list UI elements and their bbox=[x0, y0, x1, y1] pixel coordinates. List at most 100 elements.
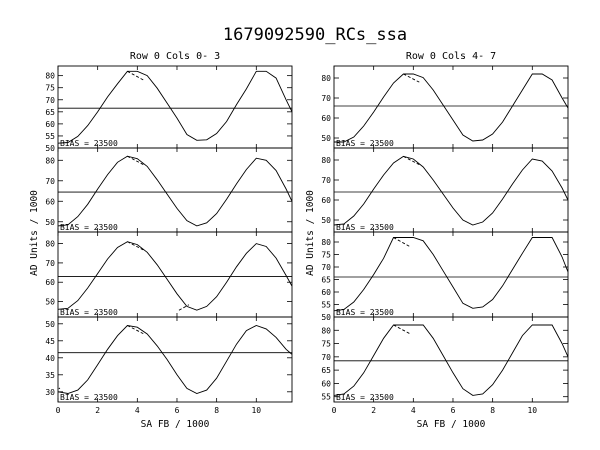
panel-r2c0-ytick-label: 50 bbox=[45, 298, 55, 307]
panel-r2c0-fit-trough bbox=[178, 304, 190, 311]
panel-r1c1-ytick-label: 60 bbox=[321, 196, 331, 205]
panel-r0c1-ytick-label: 80 bbox=[321, 74, 331, 83]
panel-r2c0-frame bbox=[57, 231, 293, 318]
panel-r3c1-ytick-label: 65 bbox=[321, 366, 331, 375]
panel-r0c1-ytick-label: 70 bbox=[321, 94, 331, 103]
panel-r2c0-ytick-label: 60 bbox=[45, 278, 55, 287]
panel-r0c1-ytick-label: 60 bbox=[321, 114, 331, 123]
panel-r3c0-ytick-label: 30 bbox=[45, 388, 55, 397]
panel-r3c1-ytick-label: 75 bbox=[321, 340, 331, 349]
panel-r1c1-fit-peak bbox=[403, 156, 420, 166]
panel-r1c1: 50 60 70 80 BIAS = 23500 bbox=[321, 147, 569, 233]
panel-r1c0-ytick-label: 70 bbox=[45, 177, 55, 186]
panel-r3c1-xtick-label: 8 bbox=[490, 406, 495, 415]
panel-r1c1-series-line bbox=[334, 155, 568, 226]
panel-r3c0-series-line bbox=[58, 325, 292, 394]
panel-r3c1-series-line bbox=[334, 324, 568, 396]
panel-r0c0-ytick-label: 50 bbox=[45, 144, 55, 153]
panel-r3c0: 30 35 40 45 50 0 2 4 6 8 10 BIAS = 23500 bbox=[45, 316, 293, 415]
panel-r0c0-ytick-label: 65 bbox=[45, 108, 55, 117]
y-axis-label-right: AD Units / 1000 bbox=[305, 190, 316, 276]
panel-r0c1-fit-peak bbox=[403, 73, 420, 83]
panel-r1c0-ytick-label: 50 bbox=[45, 218, 55, 227]
panel-r2c0-ytick-label: 80 bbox=[45, 240, 55, 249]
panel-r2c1-ytick-label: 60 bbox=[321, 288, 331, 297]
panel-r3c0-xtick-label: 6 bbox=[175, 406, 180, 415]
panel-r2c0-series-line bbox=[58, 241, 292, 311]
panel-r3c0-bias-label: BIAS = 23500 bbox=[60, 393, 118, 402]
panel-r1c0-bias-label: BIAS = 23500 bbox=[60, 223, 118, 232]
panel-r0c1-series-line bbox=[334, 73, 568, 143]
panel-r3c1-xtick-label: 0 bbox=[332, 406, 337, 415]
panel-r3c0-ytick-label: 35 bbox=[45, 371, 55, 380]
panel-r0c0-ytick-label: 60 bbox=[45, 120, 55, 129]
panel-r3c0-ytick-label: 40 bbox=[45, 354, 55, 363]
panel-r1c1-ytick-label: 50 bbox=[321, 216, 331, 225]
x-axis-label-right: SA FB / 1000 bbox=[417, 419, 486, 430]
panel-r2c1-ytick-label: 80 bbox=[321, 238, 331, 247]
panel-r0c0-frame bbox=[57, 65, 293, 149]
panel-r3c0-ytick-label: 50 bbox=[45, 320, 55, 329]
panel-r1c0-ytick-label: 80 bbox=[45, 156, 55, 165]
panel-r2c0: 50 60 70 80 BIAS = 23500 bbox=[45, 231, 293, 318]
panel-r1c1-frame bbox=[333, 147, 569, 233]
panel-r0c0-ytick-label: 80 bbox=[45, 72, 55, 81]
panel-r3c1: 55 60 65 70 75 80 0 2 4 6 8 10 BIAS = 23500 bbox=[321, 316, 569, 415]
panel-r1c0-fit-peak bbox=[127, 155, 144, 165]
panel-r2c1-fit-peak bbox=[393, 237, 410, 247]
panel-r2c1-ytick-label: 55 bbox=[321, 301, 331, 310]
panel-r1c0-series-line bbox=[58, 155, 292, 227]
panel-r0c1-ytick-label: 50 bbox=[321, 134, 331, 143]
panel-r3c1-xtick-label: 4 bbox=[411, 406, 416, 415]
panel-r3c0-xtick-label: 10 bbox=[251, 406, 261, 415]
panel-r0c0-series-line bbox=[58, 70, 292, 144]
panel-r2c1-frame bbox=[333, 231, 569, 318]
panel-r2c1-ytick-label: 70 bbox=[321, 263, 331, 272]
panel-r3c0-xtick-label: 2 bbox=[95, 406, 100, 415]
panel-r3c1-frame bbox=[333, 316, 569, 403]
panel-r1c0: 50 60 70 80 BIAS = 23500 bbox=[45, 147, 293, 233]
panel-r3c0-frame bbox=[57, 316, 293, 403]
panel-r0c0-ytick-label: 55 bbox=[45, 132, 55, 141]
panel-r1c1-bias-label: BIAS = 23500 bbox=[336, 223, 394, 232]
figure-title: 1679092590_RCs_ssa bbox=[223, 25, 407, 45]
column-title-left: Row 0 Cols 0- 3 bbox=[130, 51, 220, 62]
panel-r0c1: 50 60 70 80 BIAS = 23500 bbox=[321, 65, 569, 149]
panel-r2c1-bias-label: BIAS = 23500 bbox=[336, 308, 394, 317]
panel-r1c0-frame bbox=[57, 147, 293, 233]
panel-r3c1-xtick-label: 6 bbox=[451, 406, 456, 415]
panel-r3c1-fit-peak bbox=[393, 324, 410, 334]
panel-r3c1-ytick-label: 80 bbox=[321, 326, 331, 335]
column-title-right: Row 0 Cols 4- 7 bbox=[406, 51, 496, 62]
panel-r3c1-ytick-label: 70 bbox=[321, 353, 331, 362]
panel-r0c0-ytick-label: 70 bbox=[45, 96, 55, 105]
panel-r3c0-fit-peak bbox=[127, 325, 144, 335]
panel-r1c1-ytick-label: 80 bbox=[321, 156, 331, 165]
panel-r2c1-ytick-label: 65 bbox=[321, 276, 331, 285]
panel-r3c0-xtick-label: 0 bbox=[56, 406, 61, 415]
panel-r2c0-ytick-label: 70 bbox=[45, 259, 55, 268]
panel-r2c0-bias-label: BIAS = 23500 bbox=[60, 308, 118, 317]
panel-r2c1: 50 55 60 65 70 75 80 BIAS = 23500 bbox=[321, 231, 569, 322]
panel-r1c1-ytick-label: 70 bbox=[321, 176, 331, 185]
panel-r3c1-xtick-label: 2 bbox=[371, 406, 376, 415]
panel-r0c0: 50 55 60 65 70 75 80 BIAS = 23500 bbox=[45, 65, 293, 153]
panel-r0c1-bias-label: BIAS = 23500 bbox=[336, 139, 394, 148]
panel-r3c1-ytick-label: 60 bbox=[321, 379, 331, 388]
panel-r2c1-series-line bbox=[334, 237, 568, 312]
panel-r2c1-ytick-label: 75 bbox=[321, 251, 331, 260]
x-axis-label-left: SA FB / 1000 bbox=[141, 419, 210, 430]
panel-r0c0-fit-peak bbox=[127, 70, 144, 81]
panel-r0c0-bias-label: BIAS = 23500 bbox=[60, 139, 118, 148]
panel-r3c1-ytick-label: 55 bbox=[321, 393, 331, 402]
panel-r0c0-ytick-label: 75 bbox=[45, 84, 55, 93]
panel-r3c1-xtick-label: 10 bbox=[527, 406, 537, 415]
panel-r1c0-ytick-label: 60 bbox=[45, 197, 55, 206]
panel-r2c1-ytick-label: 50 bbox=[321, 313, 331, 322]
panel-r3c0-xtick-label: 8 bbox=[214, 406, 219, 415]
panel-r3c1-bias-label: BIAS = 23500 bbox=[336, 393, 394, 402]
panel-r3c0-xtick-label: 4 bbox=[135, 406, 140, 415]
y-axis-label-left: AD Units / 1000 bbox=[29, 190, 40, 276]
